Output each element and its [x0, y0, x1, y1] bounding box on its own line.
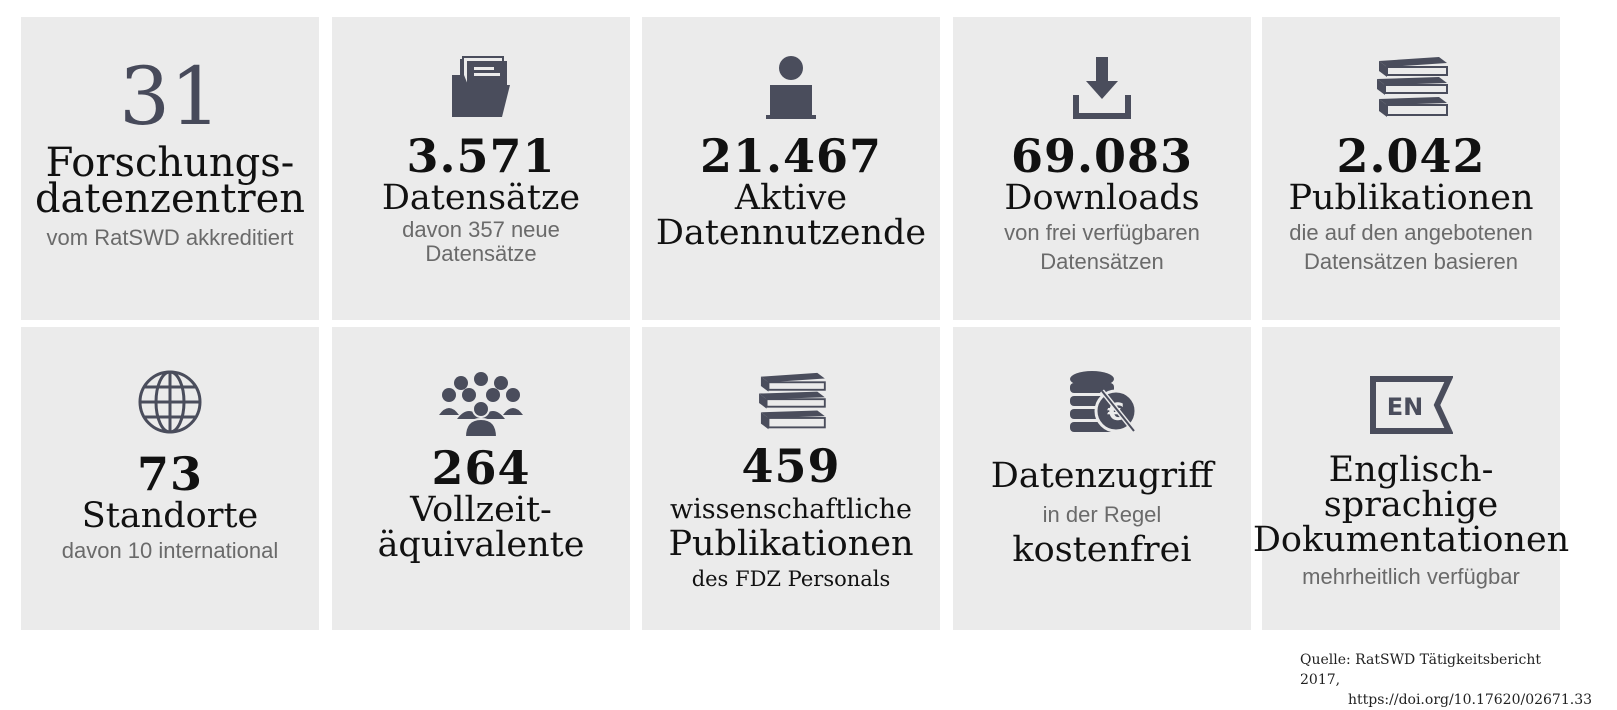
- tile-label: Publikationen: [668, 524, 914, 564]
- books-icon: [759, 372, 826, 430]
- group-icon: [439, 372, 523, 437]
- tile-subtitle: mehrheitlich verfügbar: [1302, 564, 1520, 589]
- download-icon: [1073, 57, 1131, 119]
- source-note: Quelle: RatSWD Tätigkeitsbericht 2017, h…: [1300, 650, 1593, 710]
- tile-label: Datenzugriff: [990, 456, 1214, 496]
- tile-vollzeitaequivalente: 264 Vollzeit- äquivalente: [332, 327, 630, 630]
- tile-forschungsdatenzentren: 31 Forschungs- datenzentren vom RatSWD a…: [21, 17, 319, 320]
- tile-subtitle-line: davon 357 neue: [402, 217, 560, 242]
- coins-euro-icon: €: [1070, 371, 1138, 433]
- tile-label-line: Dokumentationen: [1252, 520, 1570, 560]
- tile-label: Standorte: [81, 496, 259, 536]
- tile-subtitle-line: von frei verfügbaren: [1004, 220, 1200, 245]
- tile-subtitle: vom RatSWD akkreditiert: [46, 225, 294, 250]
- tile-englischsprachige-dokumentationen: EN Englisch- sprachige Dokumentationen m…: [1253, 327, 1569, 630]
- user-laptop-icon: [766, 56, 816, 119]
- tile-subtitle-line: Datensätzen: [1040, 249, 1164, 274]
- tile-label-secondary: kostenfrei: [1012, 530, 1192, 570]
- tile-label-line: Forschungs-: [45, 140, 295, 186]
- source-link[interactable]: https://doi.org/10.17620/02671.33: [1348, 692, 1593, 708]
- tile-label-line: sprachige: [1323, 485, 1499, 525]
- tile-subtitle: davon 10 international: [61, 538, 279, 563]
- tile-number: 21.467: [699, 129, 883, 183]
- tile-publikationen: 2.042 Publikationen die auf den angebote…: [1262, 17, 1560, 320]
- tile-post-label: des FDZ Personals: [691, 567, 891, 591]
- tile-standorte: 73 Standorte davon 10 international: [21, 327, 319, 630]
- english-flag-icon: EN: [1370, 376, 1453, 434]
- tile-label-line: Datennutzende: [655, 213, 927, 253]
- tile-label: Datensätze: [381, 178, 581, 218]
- tile-subtitle: in der Regel: [1042, 502, 1162, 527]
- tile-label-line: Aktive: [734, 178, 848, 218]
- tile-datensaetze: 3.571 Datensätze davon 357 neue Datensät…: [332, 17, 630, 320]
- globe-icon: [138, 370, 202, 434]
- tile-subtitle-line: die auf den angebotenen: [1289, 220, 1533, 245]
- tile-subtitle-line: Datensätze: [425, 241, 537, 266]
- tile-number: 73: [136, 447, 203, 501]
- tile-datenzugriff: € Datenzugriff in der Regel kostenfrei: [953, 327, 1251, 630]
- tile-subtitle-line: Datensätzen basieren: [1303, 249, 1519, 274]
- tile-downloads: 69.083 Downloads von frei verfügbaren Da…: [953, 17, 1251, 320]
- tile-label-line: Vollzeit-: [410, 490, 552, 530]
- tile-number: 31: [119, 50, 221, 143]
- tile-label: Publikationen: [1288, 178, 1534, 218]
- folder-icon: [452, 56, 510, 117]
- flag-text: EN: [1387, 393, 1423, 421]
- tile-number: 3.571: [406, 129, 556, 183]
- tile-number: 2.042: [1336, 129, 1486, 183]
- tile-label: Downloads: [1004, 178, 1200, 218]
- tile-wissenschaftliche-publikationen: 459 wissenschaftliche Publikationen des …: [642, 327, 940, 630]
- books-icon: [1377, 57, 1448, 117]
- tile-label-line: Englisch-: [1328, 450, 1494, 490]
- tile-number: 69.083: [1010, 129, 1194, 183]
- tile-number: 459: [741, 439, 841, 493]
- tile-label-line: datenzentren: [34, 176, 306, 222]
- tile-number: 264: [431, 441, 531, 495]
- tile-label-line: äquivalente: [377, 525, 585, 565]
- tile-datennutzende: 21.467 Aktive Datennutzende: [642, 17, 940, 320]
- source-line: Quelle: RatSWD Tätigkeitsbericht 2017,: [1300, 652, 1541, 688]
- tile-pre-label: wissenschaftliche: [670, 494, 912, 525]
